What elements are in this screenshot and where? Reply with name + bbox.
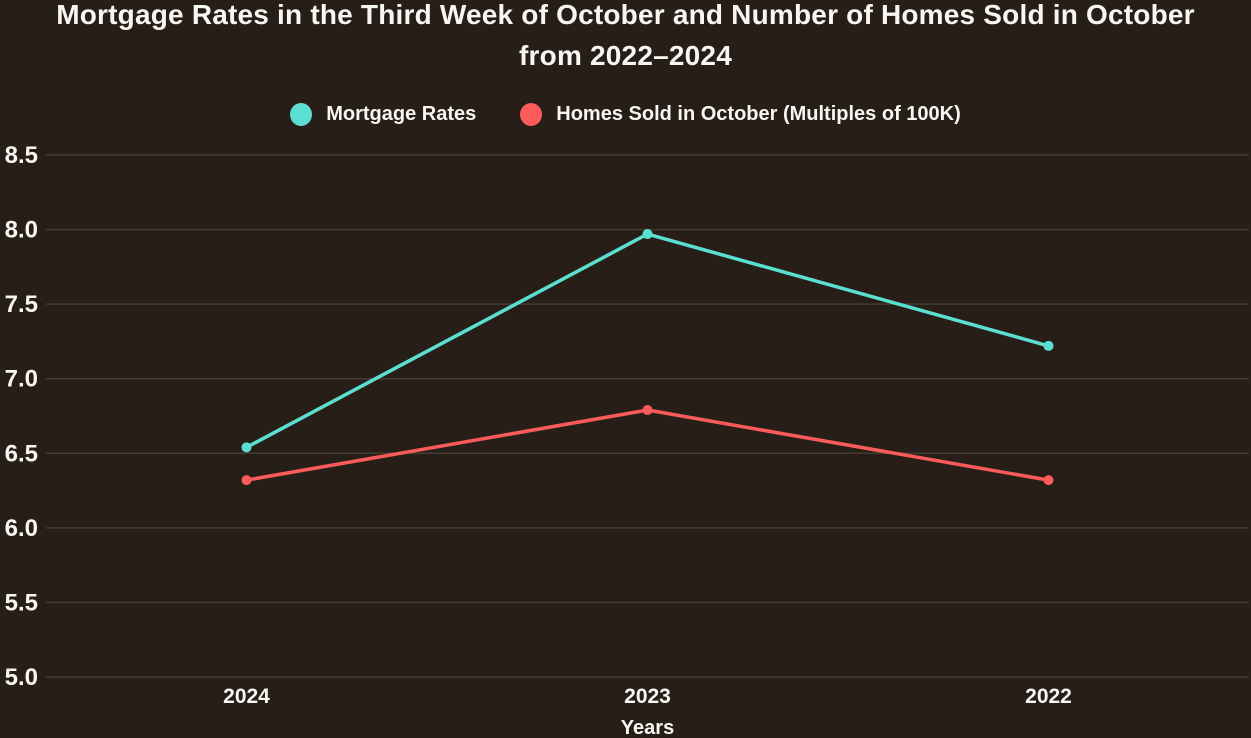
data-point <box>1043 475 1054 486</box>
y-tick-label: 5.0 <box>5 664 38 691</box>
x-tick-label: 2023 <box>624 685 671 708</box>
x-axis-title: Years <box>621 717 674 738</box>
chart-title: Mortgage Rates in the Third Week of Octo… <box>56 0 1195 71</box>
y-tick-label: 7.0 <box>5 366 38 393</box>
y-tick-label: 6.5 <box>5 440 38 467</box>
y-tick-label: 7.5 <box>5 291 38 318</box>
series-line-0 <box>244 232 1051 450</box>
y-tick-label: 8.0 <box>5 217 38 244</box>
x-tick-label: 2024 <box>223 685 270 708</box>
data-point <box>241 475 252 486</box>
legend-marker-homes-sold-icon <box>520 103 543 126</box>
legend-marker-mortgage-rates-icon <box>290 103 313 126</box>
legend: Mortgage Rates Homes Sold in October (Mu… <box>0 103 1251 126</box>
x-tick-label: 2022 <box>1025 685 1072 708</box>
y-tick-label: 8.5 <box>5 142 38 169</box>
y-tick-label: 5.5 <box>5 589 38 616</box>
data-point <box>642 229 653 240</box>
y-tick-label: 6.0 <box>5 515 38 542</box>
data-point <box>241 442 252 453</box>
legend-item-homes-sold: Homes Sold in October (Multiples of 100K… <box>520 103 961 126</box>
data-point <box>642 405 653 416</box>
legend-label-mortgage-rates: Mortgage Rates <box>326 103 477 125</box>
legend-label-homes-sold: Homes Sold in October (Multiples of 100K… <box>556 103 961 125</box>
data-point <box>1043 340 1054 351</box>
legend-item-mortgage-rates: Mortgage Rates <box>290 103 476 126</box>
series-line-1 <box>244 408 1051 482</box>
